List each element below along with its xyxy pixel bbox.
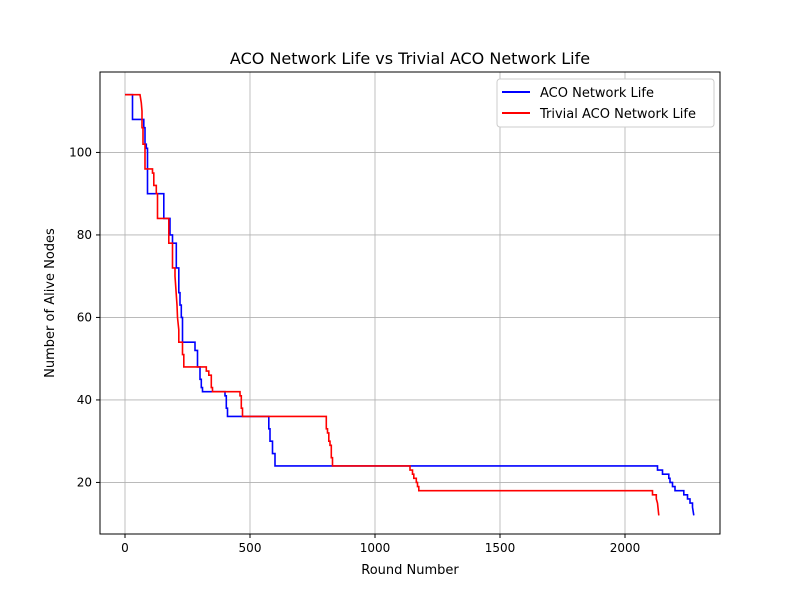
legend-label-1: ACO Network Life xyxy=(540,86,654,101)
chart-title: ACO Network Life vs Trivial ACO Network … xyxy=(230,49,590,68)
y-tick-label: 40 xyxy=(77,393,92,407)
y-axis-label: Number of Alive Nodes xyxy=(43,228,58,378)
x-tick-label: 1000 xyxy=(360,541,391,555)
plot-frame xyxy=(99,71,721,535)
grid xyxy=(100,72,720,534)
y-tick-label: 80 xyxy=(77,228,92,242)
plot-lines xyxy=(125,93,695,516)
x-tick-label: 2000 xyxy=(610,541,641,555)
x-tick-label: 500 xyxy=(239,541,262,555)
series-line-2 xyxy=(125,93,660,516)
axis-ticks: 0 500 1000 1500 2000 20 40 60 80 100 xyxy=(69,145,640,555)
x-axis-label: Round Number xyxy=(361,563,459,578)
x-tick-label: 0 xyxy=(121,541,129,555)
y-tick-label: 60 xyxy=(77,310,92,324)
series-line-1 xyxy=(125,93,695,516)
legend-box xyxy=(496,78,715,128)
legend-label-2: Trivial ACO Network Life xyxy=(539,107,696,122)
y-tick-label: 20 xyxy=(77,475,92,489)
y-tick-label: 100 xyxy=(69,145,92,159)
x-tick-label: 1500 xyxy=(485,541,516,555)
legend: ACO Network Life Trivial ACO Network Life xyxy=(496,78,715,128)
